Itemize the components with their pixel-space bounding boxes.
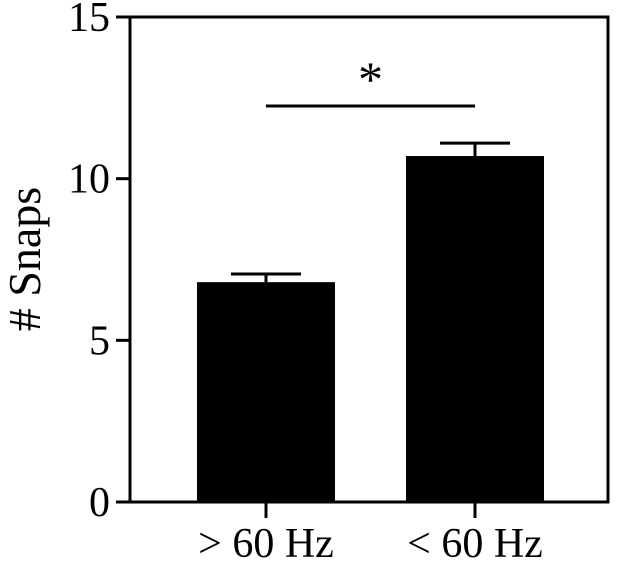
significance-star: * — [358, 51, 383, 107]
y-axis: 0 5 10 15 — [68, 0, 130, 526]
y-tick-label: 15 — [68, 0, 110, 41]
x-axis: > 60 Hz < 60 Hz — [198, 502, 543, 563]
x-tick-label: < 60 Hz — [407, 521, 543, 563]
x-tick-label: > 60 Hz — [198, 521, 334, 563]
y-tick-label: 5 — [89, 318, 110, 364]
y-tick-label: 10 — [68, 157, 110, 203]
bars-group — [197, 141, 544, 503]
y-tick-label: 0 — [89, 480, 110, 526]
bar — [197, 282, 335, 502]
significance-annotation: * — [266, 51, 475, 108]
plot-frame — [128, 15, 610, 504]
y-axis-title: # Snaps — [0, 187, 50, 331]
bar — [406, 156, 544, 503]
